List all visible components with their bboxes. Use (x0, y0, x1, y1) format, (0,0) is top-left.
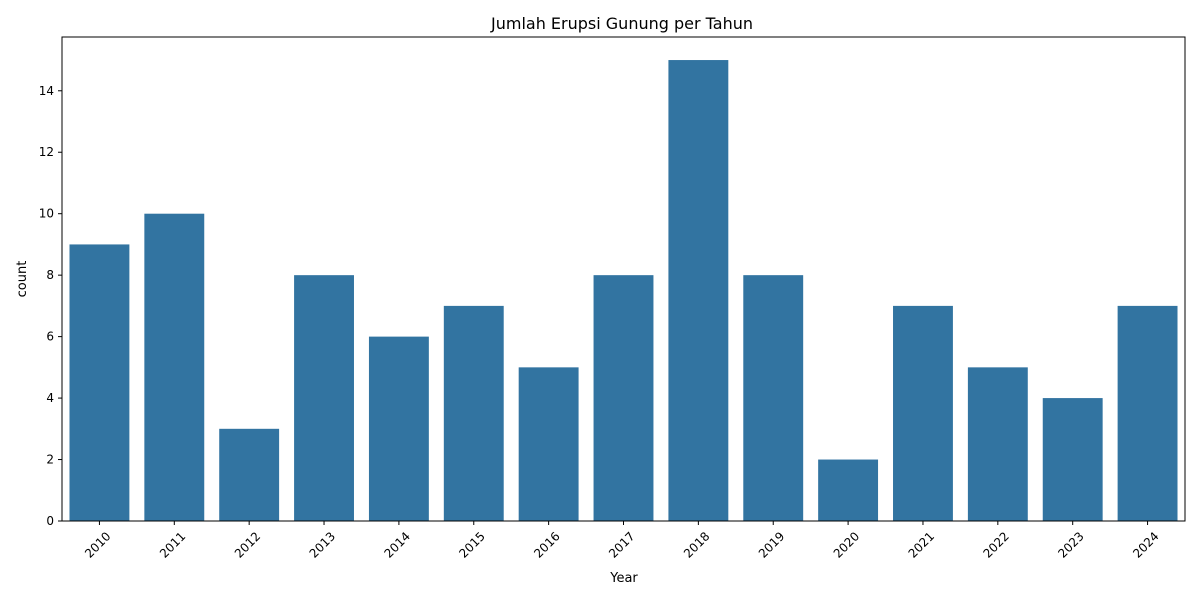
x-tick-label: 2024 (1130, 529, 1161, 560)
bar-2023 (1042, 398, 1103, 521)
bar-2011 (144, 213, 205, 521)
y-tick-label: 12 (39, 145, 54, 159)
bar-2022 (967, 367, 1028, 521)
x-tick-label: 2010 (82, 529, 113, 560)
y-axis-ticks: 0 2 4 6 8 10 12 14 (39, 84, 62, 528)
x-tick-label: 2017 (606, 529, 637, 560)
bar-2015 (443, 305, 504, 521)
x-tick-label: 2015 (456, 529, 487, 560)
y-tick-label: 14 (39, 84, 54, 98)
x-axis-label: Year (609, 571, 638, 586)
x-tick-label: 2012 (232, 529, 263, 560)
x-tick-label: 2013 (307, 529, 338, 560)
x-tick-label: 2021 (906, 529, 937, 560)
x-tick-label: 2011 (157, 529, 188, 560)
bar-2013 (294, 275, 354, 521)
x-tick-label: 2014 (382, 529, 413, 560)
x-tick-label: 2020 (831, 529, 862, 560)
y-axis-label: count (15, 261, 30, 298)
bar-2017 (593, 275, 654, 521)
x-tick-label: 2023 (1055, 529, 1086, 560)
plot-frame (61, 36, 1186, 522)
chart-title: Jumlah Erupsi Gunung per Tahun (490, 14, 753, 33)
bar-2014 (368, 336, 429, 521)
x-tick-label: 2016 (531, 529, 562, 560)
bar-2021 (893, 305, 953, 521)
y-tick-label: 8 (46, 268, 54, 282)
y-tick-label: 2 (46, 453, 54, 467)
bar-2019 (743, 275, 804, 521)
bars-group (69, 60, 1178, 522)
y-tick-label: 6 (46, 330, 54, 344)
bar-2010 (69, 244, 130, 521)
bar-2024 (1117, 305, 1178, 521)
x-tick-label: 2022 (980, 529, 1011, 560)
bar-2012 (219, 428, 280, 521)
y-tick-label: 4 (46, 391, 54, 405)
x-axis-ticks: 2010 2011 2012 2013 2014 2015 2016 2017 2018 2019… (82, 521, 1162, 561)
y-tick-label: 0 (46, 514, 54, 528)
x-tick-label: 2018 (681, 529, 712, 560)
bar-2020 (818, 459, 879, 521)
bar-2018 (668, 60, 729, 522)
x-tick-label: 2019 (756, 529, 787, 560)
bar-2016 (518, 367, 579, 521)
y-tick-label: 10 (39, 207, 54, 221)
